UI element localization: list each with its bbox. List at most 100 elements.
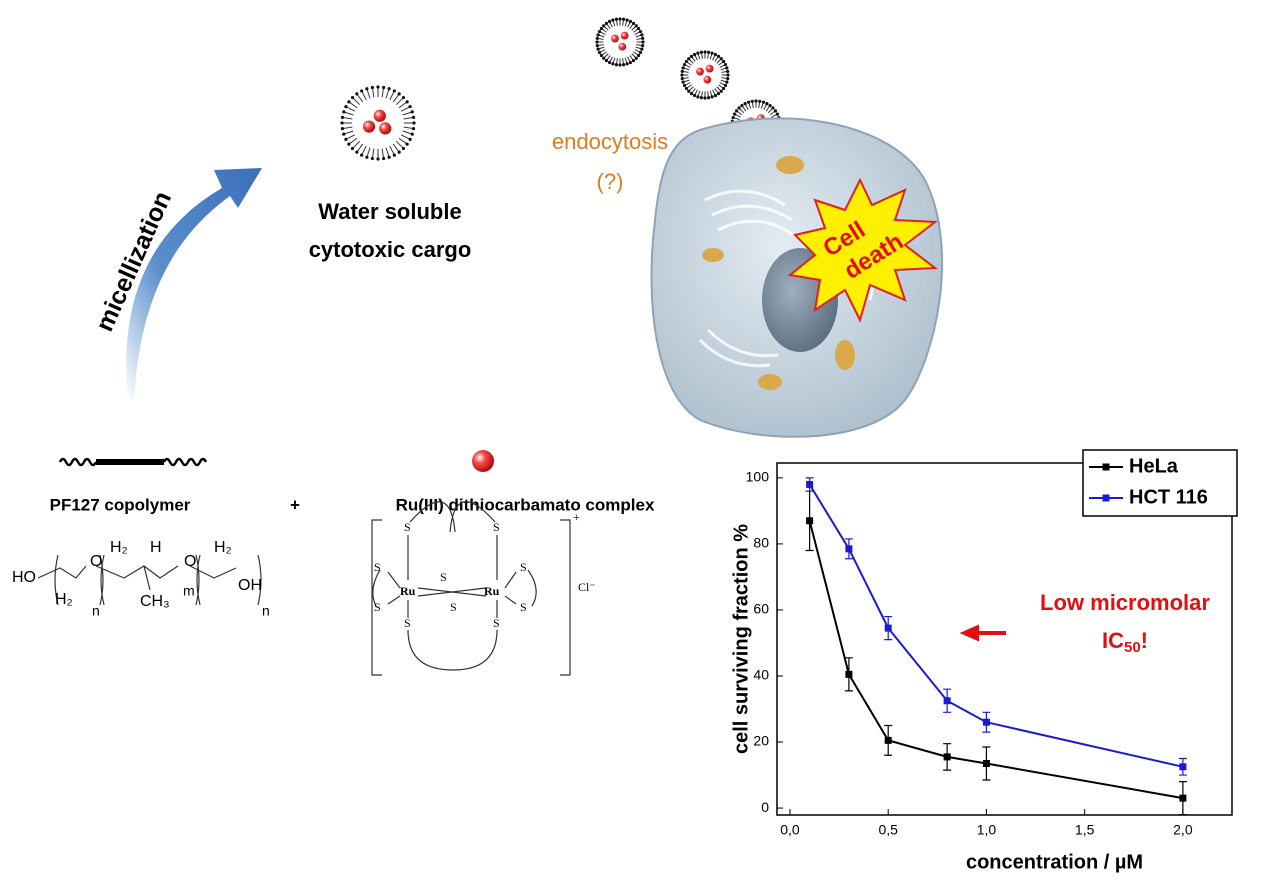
micelle-head <box>720 57 723 60</box>
formula-token: H₂ <box>214 539 232 556</box>
y-axis-label: cell surviving fraction % <box>730 524 752 754</box>
endocytosis-label: endocytosis <box>552 129 668 154</box>
y-tick-label: 60 <box>753 601 769 617</box>
micelle-head <box>605 59 608 62</box>
cargo-ball <box>621 32 629 40</box>
complex-atom: Cl⁻ <box>578 580 596 594</box>
micelle-head <box>769 104 772 107</box>
micelle-head <box>605 22 608 25</box>
micelle-head <box>722 87 725 90</box>
cargo-ball <box>696 68 704 76</box>
annotation-arrow <box>962 626 1005 640</box>
micelle-head <box>758 100 761 103</box>
micelle-head <box>717 92 720 95</box>
micelle-head <box>640 48 643 51</box>
x-tick-label: 0,0 <box>780 822 800 838</box>
micelle-head <box>626 62 629 65</box>
micelle-head <box>629 61 632 64</box>
micelle-head <box>724 63 727 66</box>
micelle-head <box>726 70 729 73</box>
micelle-head <box>360 153 363 156</box>
cargo-label: Water soluble <box>318 199 461 224</box>
complex-atom: S <box>520 560 527 574</box>
data-point <box>845 671 852 678</box>
annotation-part: ! <box>1141 628 1148 653</box>
data-point <box>944 697 951 704</box>
micelle-core <box>604 26 635 57</box>
micelle-head <box>411 110 414 113</box>
micelle-head <box>751 100 754 103</box>
micelle-head <box>615 63 618 66</box>
micelle-head <box>700 96 703 99</box>
micelle-head <box>595 40 598 43</box>
micelle-head <box>371 86 374 89</box>
micelle-head <box>690 92 693 95</box>
micelle <box>340 85 415 160</box>
cargo-ball <box>703 76 711 84</box>
micelle-head <box>347 100 350 103</box>
micelle-head <box>622 18 625 21</box>
legend-swatch <box>1103 495 1110 502</box>
micelle-head <box>365 87 368 90</box>
micelle-head <box>685 87 688 90</box>
micelle-head <box>342 110 345 113</box>
micelle-head <box>690 55 693 58</box>
micelle-head <box>376 85 379 88</box>
micelle-head <box>412 116 415 119</box>
data-point <box>885 737 892 744</box>
micelle-head <box>355 151 358 154</box>
micelle-head <box>696 52 699 55</box>
formula-token: n <box>92 603 100 619</box>
complex-atom: S <box>493 520 500 534</box>
data-point <box>983 719 990 726</box>
formula-token: HO <box>12 569 36 586</box>
micelle-head <box>637 54 640 57</box>
micelle-head <box>681 70 684 73</box>
complex-atom: S <box>440 570 447 584</box>
micelle-head <box>641 44 644 47</box>
micelle-head <box>714 94 717 97</box>
micelle-head <box>632 22 635 25</box>
micelle-head <box>351 147 354 150</box>
micelle-core <box>689 59 720 90</box>
micelle-head <box>608 20 611 23</box>
complex-atom: S <box>374 560 381 574</box>
micelle-head <box>340 121 343 124</box>
data-point <box>1179 795 1186 802</box>
micelle-head <box>398 92 401 95</box>
cargo-ball <box>379 122 391 134</box>
micelle-head <box>725 66 728 69</box>
micelle-head <box>703 50 706 53</box>
formula-token: O <box>184 553 196 570</box>
formula-token: OH <box>238 577 262 594</box>
micelle-head <box>737 106 740 109</box>
annotation-part: 50 <box>1124 639 1141 656</box>
x-axis-label: concentration / µM <box>966 851 1143 873</box>
micelle-head <box>388 87 391 90</box>
micelle-head <box>722 60 725 63</box>
micelle-head <box>683 63 686 66</box>
cargo-label: cytotoxic cargo <box>309 237 472 262</box>
micelle-head <box>639 51 642 54</box>
plus-label: + <box>290 495 300 514</box>
micelle-head <box>382 157 385 160</box>
complex-label: Ru(III) dithiocarbamato complex <box>396 495 655 514</box>
micelle-head <box>344 105 347 108</box>
micelle-head <box>371 157 374 160</box>
micelle-head <box>720 90 723 93</box>
annotation: Low micromolar <box>1040 590 1210 615</box>
y-tick-label: 80 <box>753 535 769 551</box>
complex-atom: + <box>573 510 580 524</box>
micelle-head <box>341 116 344 119</box>
micelle-head <box>711 52 714 55</box>
micelle-head <box>693 53 696 56</box>
micelle-head <box>725 81 728 84</box>
micelle-head <box>402 147 405 150</box>
micelle-head <box>735 109 738 112</box>
y-tick-label: 40 <box>753 667 769 683</box>
micelle-head <box>406 143 409 146</box>
micelle-head <box>747 101 750 104</box>
micelle-head <box>406 100 409 103</box>
